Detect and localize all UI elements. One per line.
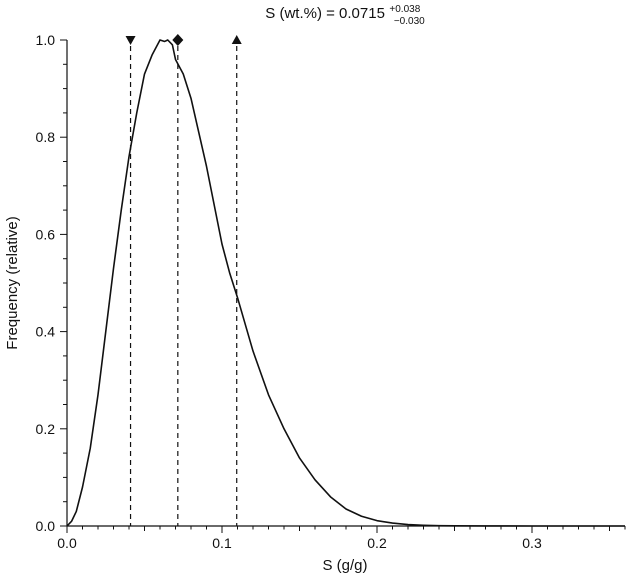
y-tick-label: 0.2 [36, 421, 56, 437]
x-tick-label: 0.1 [212, 535, 232, 551]
chart-title-subscript: −0.030 [394, 16, 425, 27]
y-axis-title: Frequency (relative) [4, 216, 21, 349]
x-tick-label: 0.3 [522, 535, 542, 551]
y-tick-label: 0.8 [36, 129, 56, 145]
mode-diamond-marker [172, 34, 184, 46]
y-tick-label: 0.6 [36, 226, 56, 242]
chart-title-superscript: +0.038 [389, 4, 420, 15]
distribution-curve [66, 39, 625, 527]
chart-title: S (wt.%) = 0.0715 +0.038 −0.030 [265, 0, 425, 27]
lower-triangle-down-marker [125, 36, 136, 45]
y-tick-label: 0.0 [36, 518, 56, 534]
chart-title-main: S (wt.%) = 0.0715 [265, 5, 385, 22]
y-tick-label: 1.0 [36, 32, 56, 48]
upper-triangle-up-marker [231, 35, 242, 44]
plot-area: 0.0 0.1 0.2 0.3 0.0 0.2 0.4 0.6 0.8 1.0 [36, 32, 626, 551]
x-tick-label: 0.0 [57, 535, 77, 551]
y-tick-label: 0.4 [36, 324, 56, 340]
x-tick-label: 0.2 [367, 535, 387, 551]
x-axis-title: S (g/g) [322, 557, 367, 574]
